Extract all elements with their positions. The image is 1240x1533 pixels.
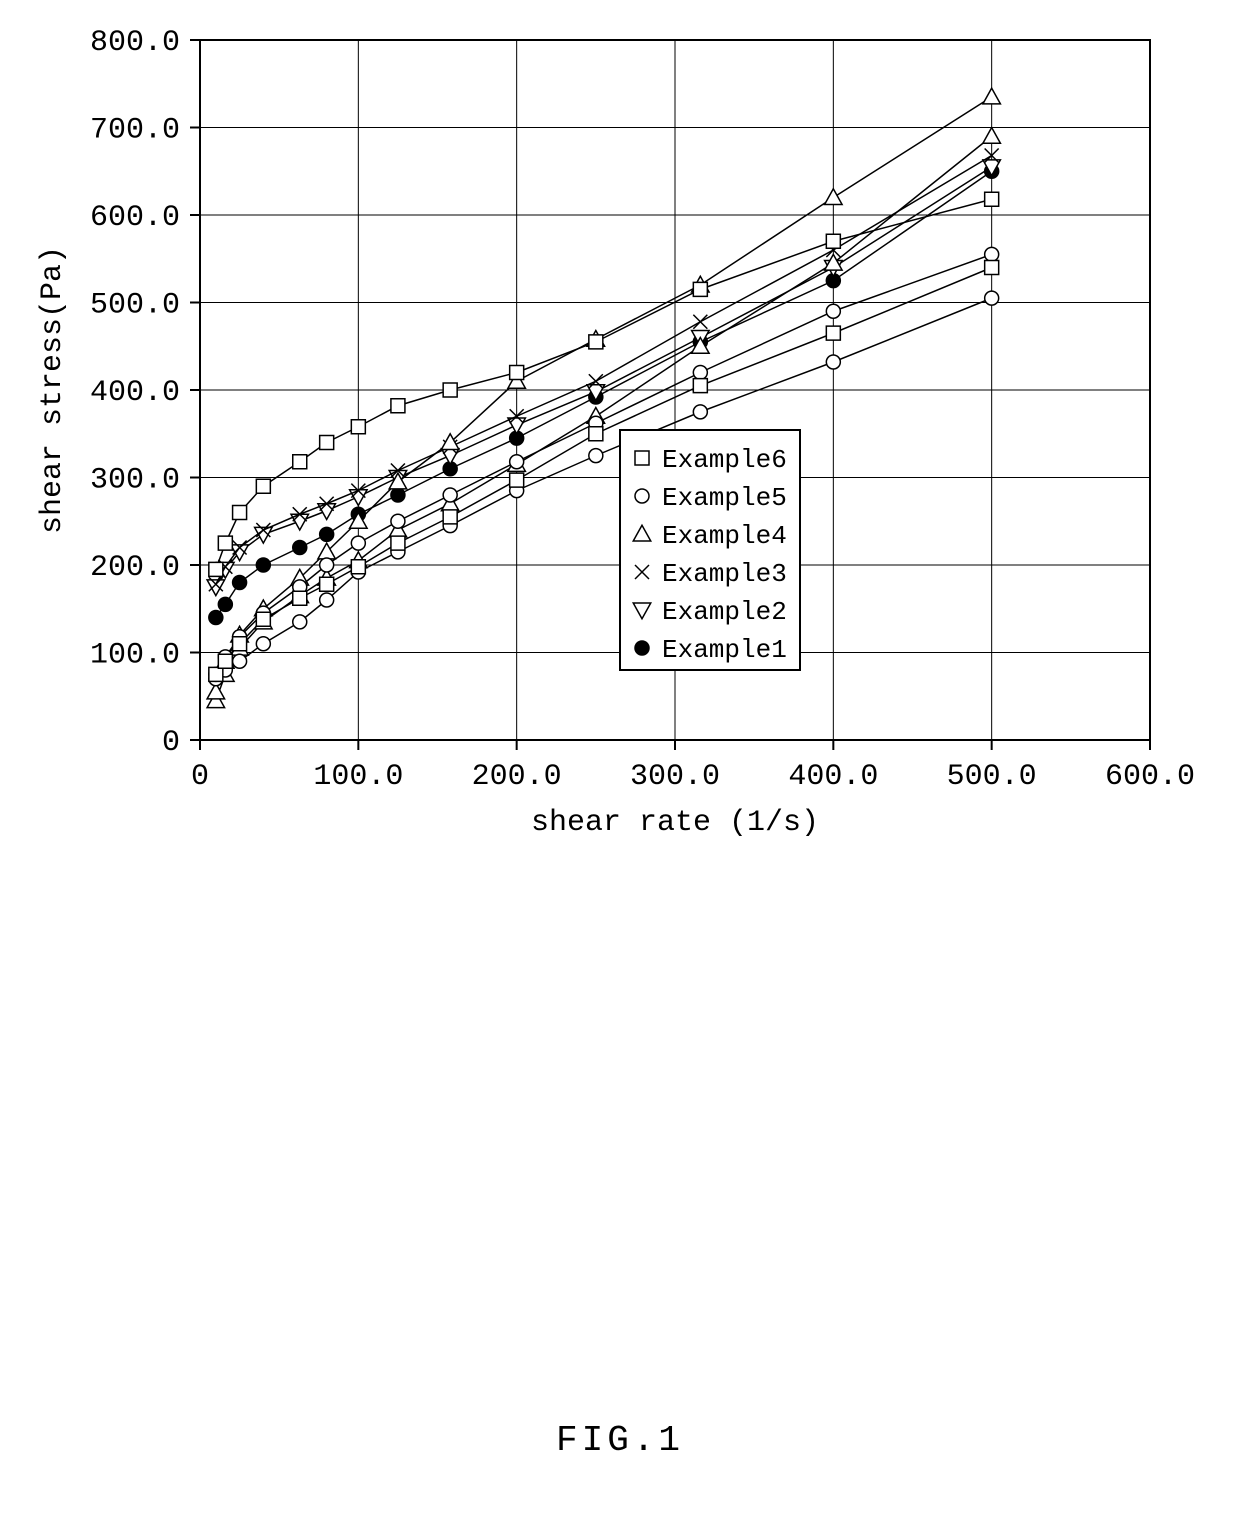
figure-caption: FIG.1: [0, 1420, 1240, 1461]
x-tick-label: 300.0: [630, 760, 720, 794]
legend-label: Example3: [662, 559, 787, 589]
legend-label: Example5: [662, 483, 787, 513]
x-tick-label: 500.0: [947, 760, 1037, 794]
figure-page: 0 100.0 200.0 300.0 400.0 500.0 600.0 0 100.0 200…: [0, 0, 1240, 1533]
x-axis-label: shear rate (1/s): [531, 806, 819, 840]
y-tick-label: 500.0: [90, 289, 180, 323]
y-axis-label: shear stress(Pa): [36, 246, 70, 534]
y-tick-label: 0: [162, 726, 180, 760]
legend-label: Example6: [662, 445, 787, 475]
y-tick-label: 400.0: [90, 376, 180, 410]
x-tick-label: 200.0: [472, 760, 562, 794]
y-tick-label: 600.0: [90, 201, 180, 235]
y-tick-label: 700.0: [90, 114, 180, 148]
y-tick-label: 100.0: [90, 639, 180, 673]
x-tick-label: 400.0: [788, 760, 878, 794]
x-tick-label: 0: [191, 760, 209, 794]
legend-label: Example4: [662, 521, 787, 551]
y-tick-label: 800.0: [90, 26, 180, 60]
y-tick-label: 300.0: [90, 464, 180, 498]
x-tick-label: 600.0: [1105, 760, 1195, 794]
legend-label: Example2: [662, 597, 787, 627]
x-tick-label: 100.0: [313, 760, 403, 794]
shear-stress-chart: 0 100.0 200.0 300.0 400.0 500.0 600.0 0 100.0 200…: [0, 0, 1240, 900]
legend-label: Example1: [662, 635, 787, 665]
y-tick-label: 200.0: [90, 551, 180, 585]
legend: Example6 Example5 Example4 Example3 Example2…: [620, 430, 800, 670]
